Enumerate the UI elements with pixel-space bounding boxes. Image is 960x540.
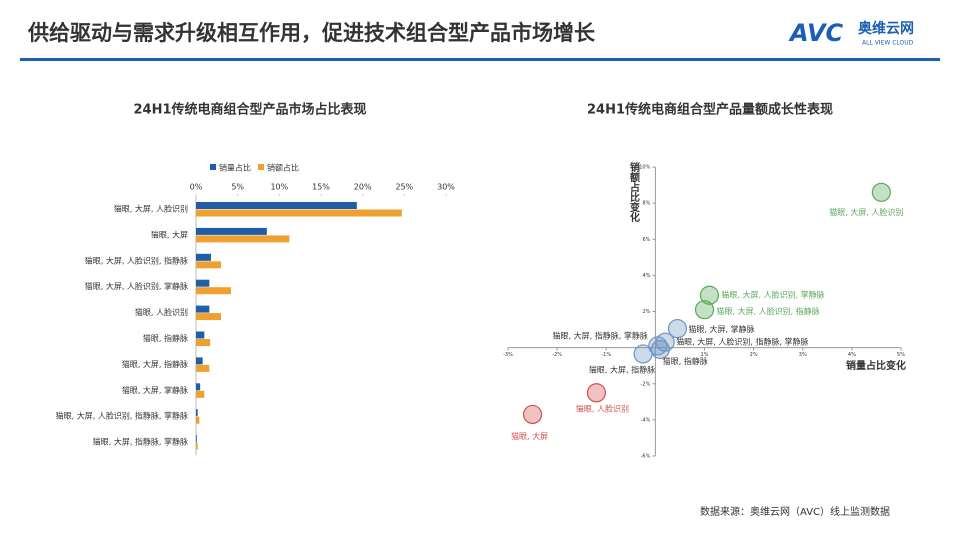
x-tick-label: 0%: [190, 183, 203, 192]
bar: [196, 261, 221, 269]
bar: [196, 227, 267, 235]
x-axis-title: 销量占比变化: [846, 359, 906, 372]
point-label: 猫眼, 指静脉: [663, 356, 708, 366]
bar: [196, 235, 290, 243]
logo-mark: AVC: [788, 19, 844, 47]
x-tick-label: -3%: [503, 352, 513, 358]
bubble: [650, 339, 670, 360]
bubble: [871, 182, 891, 202]
x-tick-label: 15%: [312, 183, 330, 192]
x-tick-label: 5%: [231, 183, 244, 192]
bubble: [522, 404, 543, 425]
y-tick-label: -6%: [641, 454, 651, 460]
category-label: 猫眼, 大屏, 指静脉: [122, 359, 188, 369]
point-label: 猫眼, 大屏, 人脸识别: [829, 207, 903, 217]
category-label: 猫眼, 大屏, 人脸识别, 掌静脉: [85, 281, 188, 291]
point-label: 猫眼, 大屏, 指静脉: [589, 364, 655, 374]
source-note: 数据来源：奥维云网（AVC）线上监测数据: [700, 505, 890, 518]
legend-swatch: [258, 164, 264, 170]
header-rule: [20, 58, 940, 61]
bubble: [633, 344, 653, 364]
bar: [196, 209, 402, 217]
category-label: 猫眼, 大屏, 人脸识别, 指静脉: [85, 255, 188, 265]
bar: [196, 409, 198, 417]
bar: [196, 357, 203, 365]
x-tick-label: 3%: [799, 352, 807, 358]
x-tick-label: 10%: [270, 183, 288, 192]
point-label: 猫眼, 人脸识别: [576, 403, 629, 413]
bubble: [699, 285, 720, 305]
bar: [196, 253, 211, 261]
logo-sub: ALL VIEW CLOUD: [862, 40, 914, 47]
category-label: 猫眼, 指静脉: [143, 333, 188, 343]
y-tick-label: 2%: [642, 309, 650, 315]
bar: [196, 331, 205, 339]
x-tick-label: 5%: [897, 352, 905, 358]
category-label: 猫眼, 大屏, 掌静脉: [122, 385, 188, 395]
category-label: 猫眼, 大屏: [151, 229, 188, 239]
bar: [196, 287, 231, 295]
y-tick-label: 4%: [642, 273, 650, 279]
x-tick-label: 1%: [701, 352, 709, 358]
x-tick-label: 2%: [750, 352, 758, 358]
bar: [196, 279, 210, 287]
bar: [196, 383, 201, 391]
bar: [196, 364, 210, 372]
point-label: 猫眼, 大屏: [511, 431, 548, 441]
point-label: 猫眼, 大屏, 人脸识别, 指静脉: [717, 306, 820, 316]
page-title: 供给驱动与需求升级相互作用，促进技术组合型产品市场增长: [27, 21, 596, 45]
bar: [196, 390, 205, 398]
bubble: [694, 300, 715, 320]
category-label: 猫眼, 大屏, 人脸识别: [114, 204, 188, 214]
bar: [196, 339, 211, 346]
x-tick-label: 4%: [848, 352, 856, 358]
bubble: [648, 336, 668, 356]
x-tick-label: 30%: [437, 183, 455, 192]
legend-swatch: [210, 164, 216, 170]
category-label: 猫眼, 人脸识别: [135, 307, 188, 317]
x-tick-label: -2%: [552, 352, 562, 358]
point-label: 猫眼, 大屏, 人脸识别, 指静脉, 掌静脉: [676, 337, 808, 347]
category-label: 猫眼, 大屏, 人脸识别, 指静脉, 掌静脉: [56, 411, 188, 421]
bar: [196, 313, 221, 321]
bubble: [667, 319, 688, 339]
chart-title: 24H1传统电商组合型产品市场占比表现: [133, 102, 366, 118]
bar: [196, 435, 197, 443]
category-label: 猫眼, 大屏, 指静脉, 掌静脉: [93, 437, 188, 447]
y-tick-label: 6%: [642, 237, 650, 243]
point-label: 猫眼, 大屏, 掌静脉: [688, 324, 754, 334]
chart-title: 24H1传统电商组合型产品量额成长性表现: [587, 102, 833, 118]
y-tick-label: 8%: [642, 201, 650, 207]
x-tick-label: 20%: [354, 183, 372, 192]
x-tick-label: 25%: [395, 183, 413, 192]
y-axis-title: 销额占比变化: [628, 161, 640, 223]
bar: [196, 202, 357, 209]
bar: [196, 305, 210, 313]
point-label: 猫眼, 大屏, 指静脉, 掌静脉: [553, 330, 648, 340]
x-tick-label: -1%: [601, 352, 611, 358]
bar: [196, 416, 200, 424]
point-label: 猫眼, 大屏, 人脸识别, 掌静脉: [721, 290, 824, 300]
bubble: [586, 383, 607, 403]
y-tick-label: -4%: [641, 417, 651, 423]
y-tick-label: 10%: [639, 165, 650, 171]
bar: [196, 442, 198, 450]
legend-label: 销量占比: [219, 163, 251, 173]
y-tick-label: -2%: [641, 381, 651, 387]
legend-label: 销额占比: [267, 163, 299, 173]
logo-name: 奥维云网: [858, 20, 914, 37]
